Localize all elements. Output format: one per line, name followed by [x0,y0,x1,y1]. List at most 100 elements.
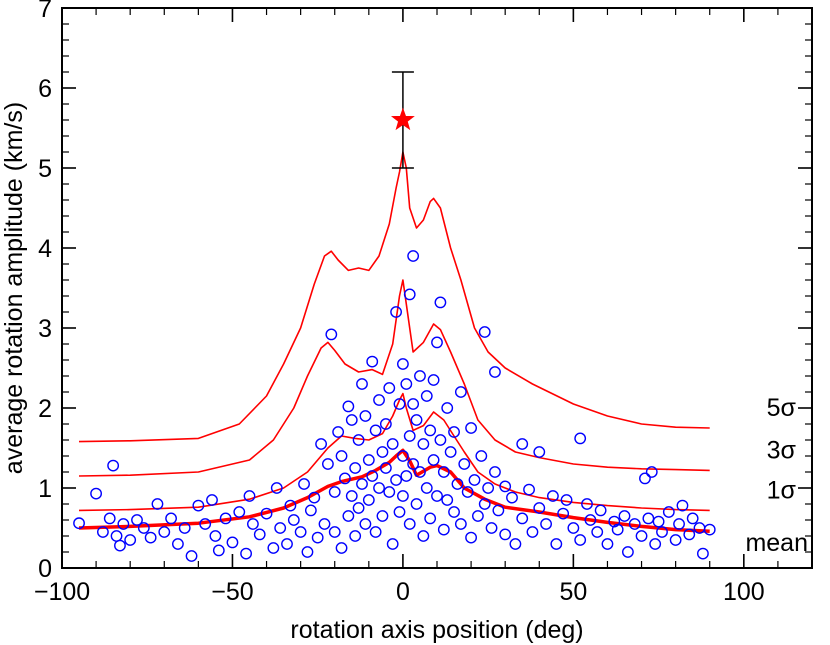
scatter-point [287,514,300,526]
scatter-point [601,538,614,550]
scatter-point [311,531,324,544]
scatter-point [540,518,552,530]
scatter-point [178,522,191,534]
scatter-point [158,526,171,538]
scatter-point [676,499,689,512]
scatter-point [499,480,512,493]
scatter-point [270,482,283,494]
scatter-point [509,538,522,550]
scatter-point [407,250,420,262]
scatter-point [383,382,396,394]
scatter-point [686,512,699,525]
scatter-point [523,483,535,496]
scatter-point [407,398,420,410]
scatter-point [669,534,682,546]
scatter-point [243,490,256,502]
scatter-point [506,491,518,504]
scatter-point [424,512,437,525]
scatter-point [345,490,358,502]
scatter-point [482,482,495,494]
scatter-point [240,547,252,560]
scatter-point [458,458,471,470]
scatter-point [260,507,273,520]
scatter-point [325,328,338,341]
scatter-point [379,418,392,430]
scatter-point [97,526,109,538]
x-tick-label: 50 [559,578,587,606]
scatter-point [124,534,137,546]
curve-label-mean: mean [745,529,808,557]
scatter-point [393,506,406,518]
scatter-point [397,450,409,462]
scatter-point [417,438,430,450]
scatter-point [359,410,372,422]
scatter-point [547,490,559,502]
scatter-point [639,472,651,485]
scatter-point [414,466,426,478]
scatter-point [233,506,246,518]
scatter-point [516,438,529,450]
scatter-point [420,482,433,494]
scatter-point [444,446,457,458]
scatter-point [645,466,658,478]
y-tick-label: 4 [38,235,52,263]
y-tick-label: 3 [38,315,52,343]
sigma-curves [78,151,710,533]
scatter-point [410,414,423,426]
scatter-point [550,538,563,550]
scatter-point [103,512,116,525]
scatter-point [328,486,341,498]
scatter-point [431,336,443,349]
scatter-point [461,486,474,498]
x-axis-label: rotation axis position (deg) [290,616,583,644]
x-tick-label: 100 [723,578,765,606]
scatter-point [281,538,293,550]
scatter-point [328,526,341,538]
scatter-point [403,288,416,301]
scatter-point [581,498,593,510]
scatter-point [219,512,232,525]
scatter-point [185,550,198,562]
scatter-point [526,526,539,538]
y-tick-label: 1 [38,475,52,503]
curve-sigma-1 [78,392,710,512]
scatter-point [567,522,580,534]
scatter-point [673,518,685,530]
scatter-point [407,458,420,470]
scatter-point [437,523,450,536]
scatter-point [345,414,358,426]
scatter-point [683,528,696,541]
scatter-point [417,530,430,542]
scatter-point [318,518,331,530]
scatter-point [386,438,399,450]
scatter-point [454,386,467,398]
scatter-point [584,514,597,526]
curve-label-sigma-3: 5σ [767,394,797,422]
scatter-point [226,536,239,549]
scatter-point [403,430,416,442]
scatter-point [434,296,447,309]
x-tick-label: −50 [211,578,253,606]
scatter-point [206,494,218,506]
scatter-point [608,515,621,528]
scatter-point [642,512,655,525]
scatter-point [199,518,212,530]
scatter-point [192,499,205,512]
scatter-point [516,512,529,525]
scatter-point [373,394,385,406]
scatter-point [165,512,177,525]
scatter-point [253,528,266,541]
y-tick-label: 5 [38,155,52,183]
scatter-point [594,504,607,517]
scatter-point [448,506,460,518]
y-tick-label: 6 [38,75,52,103]
scatter-point [376,510,389,522]
star-marker-group [390,71,415,169]
curve-sigma-2 [78,279,710,477]
scatter-point [369,526,382,538]
scatter-point [472,510,484,522]
scatter-point [397,358,409,370]
scatter-point [427,374,440,386]
scatter-point [574,432,587,445]
scatter-point [386,538,399,550]
